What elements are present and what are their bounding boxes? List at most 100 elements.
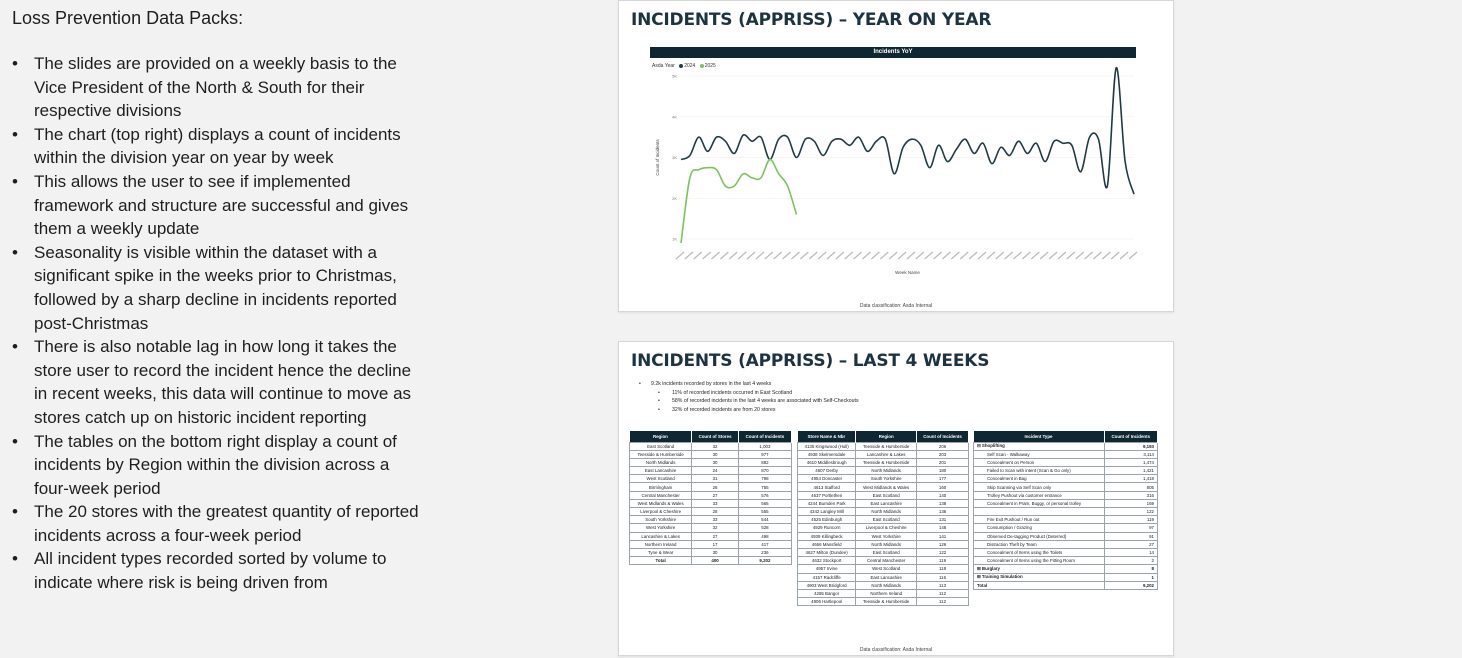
table-cell: ⊟ Shoplifting [973,441,1105,451]
table-cell: Northern Ireland [855,588,918,599]
table-cell: 2 [1103,556,1158,566]
table-row: Liverpool & Cheshire 28 555 [628,506,793,517]
table-cell: 4637 Portlethen [796,490,857,500]
table-cell: 126 [916,539,969,549]
table-cell: Teesside & Humberside [628,449,693,459]
x-tick-label [1119,251,1129,260]
table-cell: 555 [737,506,793,517]
type-label: Failed to Scan with intent (Scan & Go on… [987,468,1071,474]
table-cell: 17 [691,539,739,549]
table-row: South Yorkshire 33 544 [628,515,793,525]
x-tick-label [1039,251,1049,260]
y-tick-label: 4K [672,114,677,119]
table-row: 4607 Derby North Midlands 180 [796,466,969,476]
x-tick-label [675,251,685,260]
x-tick-label [817,251,827,260]
expand-icon[interactable]: ⊟ [977,443,982,449]
x-tick-label [995,251,1005,260]
table-cell: 882 [737,457,793,468]
legend-item-2024: 2024 [684,63,696,69]
x-tick-label [844,251,854,260]
table-cell: Teesside & Humberside [855,441,918,451]
table-row: North Midlands 30 882 [628,457,793,468]
x-tick-label [1084,251,1093,260]
bullet-item: The slides are provided on a weekly basi… [12,52,424,123]
x-axis-label: Week Name [895,270,920,275]
table-cell: Lancashire & Lakes [855,449,918,459]
table-row: 4625 Edinburgh East Scotland 131 [796,515,969,525]
table-cell: 112 [916,588,969,599]
table-cell: 30 [691,449,739,459]
table-cell: 4954 Doncaster [796,474,857,484]
table-row: Tyne & Wear 30 236 [628,547,793,558]
table-cell [973,506,1105,517]
expand-icon[interactable]: ⊞ [977,574,982,580]
table-row: 4613 Stafford West Midlands & Wales 160 [796,482,969,492]
table-cell: North Midlands [628,457,693,468]
table-cell: North Midlands [855,539,918,549]
table-cell: 32 [691,523,739,533]
table-cell: 1 [1103,572,1158,582]
x-tick-label [702,251,712,260]
bullet-item: This allows the user to see if implement… [12,170,424,241]
table-cell: 169 [1103,498,1158,509]
column-header: Count of Incidents [916,431,969,442]
summary-sub: 58% of recorded incidents in the last 4 … [639,397,859,406]
table-row: 4957 Irvine West Scotland 118 [796,564,969,574]
x-tick-label [959,251,969,260]
table-cell: 316 [1103,490,1158,500]
table-cell: 528 [737,523,793,533]
incident-type-table: Incident Type Count of Incidents ⊟ Shopli… [973,431,1158,590]
table-cell: West Midlands & Wales [855,482,918,492]
table-cell: Self Scan - Walkaway [973,449,1105,459]
table-row: Failed to Scan with intent (Scan & Go on… [973,466,1158,476]
table-cell: 1,421 [1103,466,1158,476]
table-row: Fire Exit Pushout / Run out 119 [973,515,1158,525]
data-classification: Data classification: Asda Internal [859,303,933,309]
table-cell: Concealment of Items using the Toilets [973,547,1105,558]
slide-last-4-weeks[interactable]: INCIDENTS (APPRISS) – LAST 4 WEEKS 9.2k … [618,341,1174,656]
table-cell: Total [973,580,1105,590]
table-cell: 870 [737,466,793,476]
type-label: Concealment in Pram, Buggy, or personal … [987,500,1082,506]
slide-year-on-year[interactable]: INCIDENTS (APPRISS) – YEAR ON YEAR Incid… [618,0,1174,312]
table-cell: 4610 Middlesbrough [796,457,857,468]
column-header: Incident Type [973,431,1105,442]
type-label: Shoplifting [981,443,1005,449]
table-cell: Concealment of Items using the Fitting R… [973,556,1105,566]
table-cell: 14 [1103,547,1158,558]
table-cell: North Midlands [855,580,918,590]
x-tick-label [1013,251,1022,260]
table-cell: 1,003 [737,441,793,451]
table-cell: 417 [737,539,793,549]
table-cell: 9,193 [1103,441,1158,451]
x-tick-label [1030,251,1040,260]
table-cell: 33 [691,498,739,509]
x-tick-label [799,251,809,260]
table-cell: 141 [916,531,969,541]
legend-swatch-2024 [679,63,684,68]
table-cell: 4957 Irvine [796,564,857,574]
table-cell: 119 [1103,515,1158,525]
table-cell: 160 [916,482,969,492]
table-cell: 203 [916,449,969,459]
expand-icon[interactable]: ⊞ [977,565,982,571]
x-tick-label [737,251,747,260]
table-cell: 798 [737,474,793,484]
x-tick-label [755,251,765,260]
table-row: Skip Scanning via Self Scan only 805 [973,482,1158,492]
table-cell: 33 [691,515,739,525]
table-cell: 8 [1103,564,1158,574]
table-cell: 31 [691,474,739,484]
summary-main: 9.2k incidents recorded by stores in the… [639,380,859,389]
x-tick-label [879,251,889,260]
table-cell: Concealment on Person [973,457,1105,468]
x-tick-label [711,251,720,260]
table-cell: 140 [916,490,969,500]
table-cell: 400 [691,556,739,566]
table-cell: 9,202 [737,556,793,566]
table-cell: 24 [691,466,739,476]
table-cell: 576 [737,490,793,500]
x-tick-label [693,251,703,260]
x-tick-label [933,251,942,260]
